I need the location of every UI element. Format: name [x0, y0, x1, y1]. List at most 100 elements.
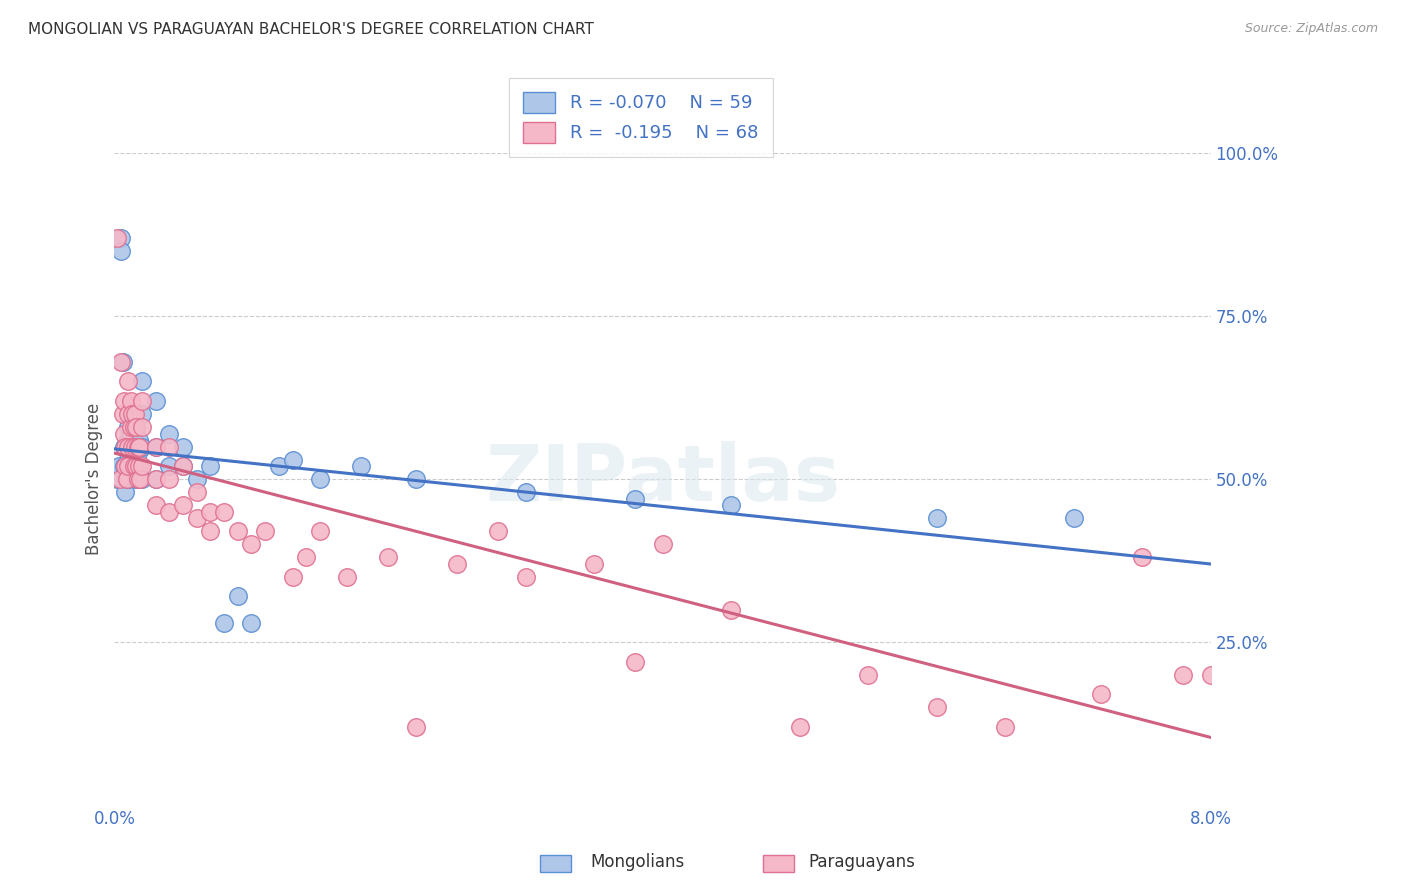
Point: [240, 537, 263, 551]
Point: [131, 440, 153, 454]
Point: [309, 524, 332, 539]
Point: [125, 459, 148, 474]
Point: [124, 407, 146, 421]
Point: [128, 433, 150, 447]
Legend: R = -0.070    N = 59, R =  -0.195    N = 68: R = -0.070 N = 59, R = -0.195 N = 68: [509, 78, 773, 157]
Point: [121, 459, 143, 474]
Point: [145, 440, 167, 454]
Point: [720, 498, 742, 512]
Point: [112, 426, 135, 441]
Point: [254, 524, 277, 539]
Point: [281, 452, 304, 467]
Point: [112, 393, 135, 408]
Point: [212, 505, 235, 519]
Point: [117, 472, 139, 486]
Point: [309, 472, 332, 486]
Point: [127, 440, 149, 454]
Point: [117, 459, 139, 474]
Point: [114, 459, 136, 474]
Point: [117, 433, 139, 447]
Point: [124, 452, 146, 467]
Text: Paraguayans: Paraguayans: [808, 853, 915, 871]
Point: [200, 459, 222, 474]
Point: [125, 420, 148, 434]
Point: [121, 407, 143, 421]
Text: Mongolians: Mongolians: [591, 853, 685, 871]
Point: [1173, 667, 1195, 681]
Point: [446, 557, 468, 571]
Point: [124, 420, 146, 434]
Point: [121, 440, 143, 454]
Point: [124, 472, 146, 486]
Y-axis label: Bachelor's Degree: Bachelor's Degree: [86, 403, 103, 556]
Point: [108, 472, 131, 486]
Text: MONGOLIAN VS PARAGUAYAN BACHELOR'S DEGREE CORRELATION CHART: MONGOLIAN VS PARAGUAYAN BACHELOR'S DEGRE…: [28, 22, 593, 37]
Point: [117, 440, 139, 454]
Point: [624, 655, 647, 669]
Point: [1090, 687, 1112, 701]
Point: [105, 472, 128, 486]
Point: [124, 440, 146, 454]
Point: [157, 426, 180, 441]
Point: [131, 375, 153, 389]
Point: [110, 244, 132, 258]
Point: [240, 615, 263, 630]
Point: [145, 498, 167, 512]
Point: [172, 440, 194, 454]
Point: [157, 459, 180, 474]
Point: [114, 440, 136, 454]
Point: [120, 407, 142, 421]
Point: [789, 720, 811, 734]
Point: [128, 459, 150, 474]
Point: [994, 720, 1017, 734]
Point: [120, 426, 142, 441]
Text: ZIPatlas: ZIPatlas: [485, 442, 839, 517]
Point: [105, 231, 128, 245]
Point: [131, 459, 153, 474]
Point: [127, 446, 149, 460]
Point: [121, 440, 143, 454]
Point: [115, 472, 138, 486]
Text: Source: ZipAtlas.com: Source: ZipAtlas.com: [1244, 22, 1378, 36]
Point: [212, 615, 235, 630]
Point: [131, 407, 153, 421]
Point: [111, 355, 134, 369]
Point: [295, 550, 318, 565]
Point: [127, 472, 149, 486]
Point: [120, 420, 142, 434]
Point: [925, 511, 948, 525]
Point: [117, 420, 139, 434]
Point: [856, 667, 879, 681]
Point: [1063, 511, 1085, 525]
Point: [128, 459, 150, 474]
Point: [122, 420, 145, 434]
Point: [128, 440, 150, 454]
Point: [131, 472, 153, 486]
Point: [186, 472, 208, 486]
Point: [1199, 667, 1222, 681]
Point: [226, 524, 249, 539]
Point: [127, 472, 149, 486]
Point: [377, 550, 399, 565]
Point: [117, 459, 139, 474]
Point: [186, 511, 208, 525]
Point: [157, 505, 180, 519]
Point: [112, 440, 135, 454]
Point: [515, 485, 537, 500]
Point: [515, 570, 537, 584]
Point: [129, 472, 152, 486]
Point: [145, 393, 167, 408]
Point: [624, 491, 647, 506]
Point: [720, 602, 742, 616]
Point: [112, 459, 135, 474]
Point: [120, 393, 142, 408]
Point: [157, 472, 180, 486]
Point: [122, 433, 145, 447]
Point: [120, 446, 142, 460]
Point: [145, 472, 167, 486]
Point: [124, 440, 146, 454]
Point: [115, 472, 138, 486]
Point: [1130, 550, 1153, 565]
Point: [582, 557, 605, 571]
Point: [117, 375, 139, 389]
